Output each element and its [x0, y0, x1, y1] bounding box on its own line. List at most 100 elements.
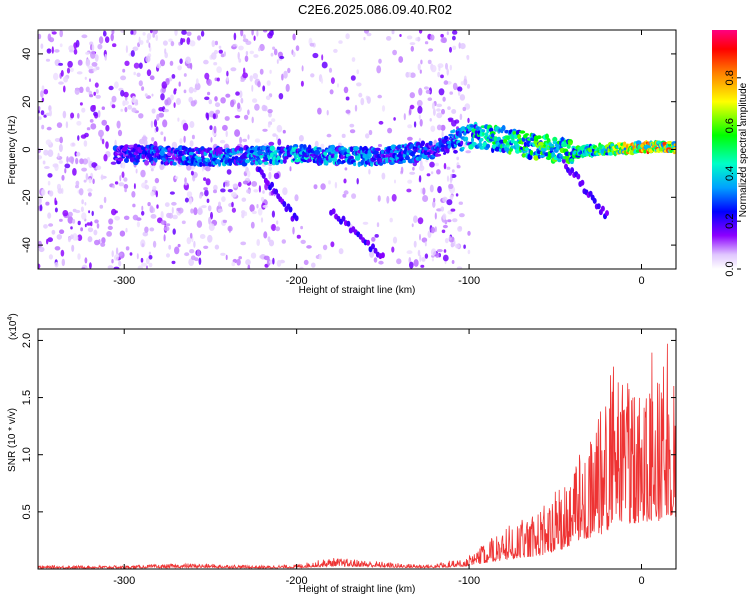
noise-cell: [57, 188, 63, 194]
noise-cell: [196, 220, 203, 228]
noise-cell: [411, 223, 414, 228]
noise-cell: [76, 151, 81, 157]
noise-cell: [203, 245, 209, 249]
noise-cell: [168, 244, 172, 250]
band-cell: [673, 149, 676, 153]
noise-cell: [84, 257, 88, 264]
noise-cell: [149, 205, 154, 213]
band-cell: [561, 143, 568, 148]
colorbar-gradient: [712, 30, 737, 269]
noise-cell: [81, 167, 87, 172]
noise-cell: [363, 36, 366, 41]
colorbar-tick-label: 0.8: [724, 70, 736, 85]
noise-cell: [120, 75, 127, 81]
noise-cell: [391, 246, 395, 253]
noise-cell: [311, 262, 316, 268]
noise-cell: [87, 236, 93, 243]
noise-cell: [90, 221, 93, 227]
noise-cell: [151, 93, 154, 97]
noise-cell: [436, 112, 443, 119]
noise-cell: [256, 30, 259, 37]
noise-cell: [431, 258, 434, 262]
noise-cell: [247, 109, 250, 116]
noise-cell: [270, 52, 274, 57]
streak-cell: [288, 206, 293, 213]
noise-cell: [462, 106, 467, 112]
noise-cell: [440, 33, 444, 38]
noise-cell: [70, 142, 76, 147]
noise-cell: [108, 218, 114, 225]
band-cell: [494, 147, 501, 152]
noise-cell: [449, 64, 452, 71]
noise-cell: [47, 212, 52, 219]
band-cell: [498, 147, 503, 153]
band-cell: [667, 143, 672, 147]
band-cell: [127, 150, 132, 155]
spectrogram-x-ticks: -300 -200 -100 0: [113, 30, 645, 287]
noise-cell: [92, 105, 96, 110]
noise-cell: [125, 227, 128, 233]
noise-cell: [424, 41, 429, 45]
noise-cell: [190, 62, 193, 70]
streak-cell: [380, 252, 385, 259]
noise-cell: [197, 35, 201, 41]
noise-cell: [169, 191, 175, 195]
band-cell: [353, 146, 360, 151]
noise-cell: [467, 230, 471, 236]
band-cell: [506, 135, 511, 141]
noise-cell: [298, 135, 304, 142]
streak-cell: [270, 181, 274, 188]
noise-cell: [84, 76, 87, 80]
noise-cell: [268, 141, 275, 146]
noise-cell: [222, 124, 228, 131]
noise-cell: [122, 68, 126, 73]
noise-cell: [378, 260, 384, 265]
noise-cell: [300, 225, 303, 230]
noise-cell: [74, 209, 81, 214]
noise-cell: [377, 144, 383, 147]
noise-cell: [429, 118, 432, 122]
noise-cell: [406, 250, 413, 255]
noise-cell: [320, 143, 325, 150]
noise-cell: [168, 212, 173, 219]
noise-cell: [268, 239, 275, 247]
noise-cell: [271, 118, 276, 122]
noise-cell: [458, 91, 461, 96]
noise-cell: [408, 257, 412, 264]
noise-cell: [256, 204, 259, 209]
noise-cell: [430, 171, 434, 175]
band-cell: [368, 152, 372, 158]
noise-cell: [181, 220, 186, 225]
noise-cell: [354, 104, 358, 112]
noise-cell: [406, 35, 413, 40]
noise-cell: [123, 177, 128, 182]
noise-cell: [227, 225, 233, 232]
streak-cell: [341, 215, 346, 222]
noise-cell: [467, 117, 470, 124]
noise-cell: [150, 191, 155, 197]
band-cell: [337, 161, 342, 165]
noise-cell: [238, 45, 244, 51]
colorbar-ticks: 0.0 0.2 0.4 0.6 0.8: [724, 70, 741, 277]
noise-cell: [356, 69, 360, 75]
noise-cell: [54, 207, 58, 213]
noise-cell: [427, 230, 432, 238]
noise-cell: [169, 60, 174, 66]
noise-cell: [267, 236, 271, 243]
noise-cell: [282, 187, 288, 196]
band-cell: [238, 147, 244, 152]
noise-cell: [197, 207, 203, 216]
noise-cell: [266, 258, 271, 266]
noise-cell: [123, 100, 129, 106]
noise-cell: [444, 238, 449, 244]
noise-cell: [267, 109, 273, 114]
noise-cell: [139, 40, 144, 45]
band-cell: [506, 145, 510, 148]
noise-cell: [105, 141, 109, 149]
noise-cell: [427, 59, 432, 65]
noise-cell: [118, 252, 123, 257]
noise-cell: [350, 75, 356, 81]
noise-cell: [231, 192, 237, 198]
band-cell: [160, 160, 164, 165]
noise-cell: [174, 30, 178, 36]
